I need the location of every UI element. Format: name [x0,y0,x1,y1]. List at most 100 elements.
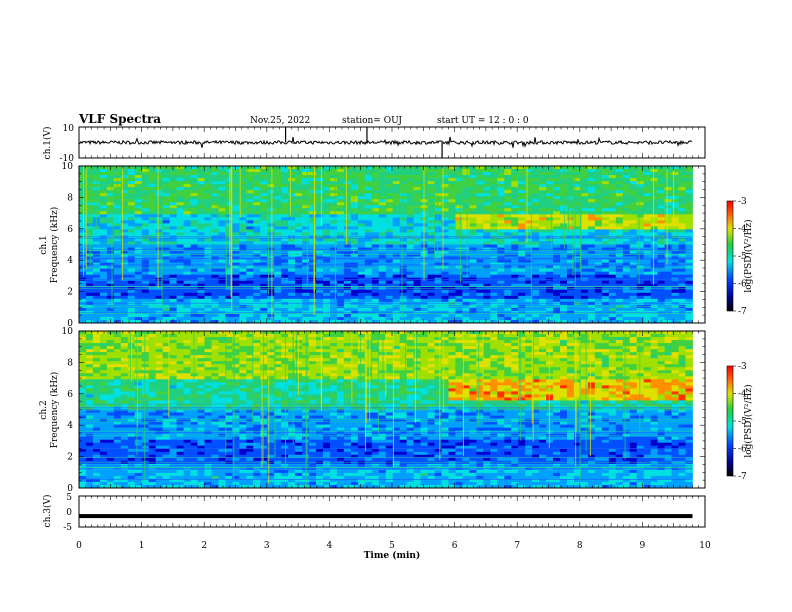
spectrogram-cell [232,319,240,324]
spectrogram-cell [629,226,638,230]
spectrogram-cell [364,187,373,191]
spectrogram-cell [260,193,268,197]
spectrogram-cell [176,229,184,233]
spectrogram-cell [685,193,693,197]
spectrogram-cell [204,265,212,270]
spectrogram-cell [253,268,261,273]
spectrogram-cell [350,271,359,276]
spectrogram-cell [385,223,394,227]
spectrogram-cell [281,262,289,267]
spectrogram-cell [462,205,470,209]
spectrogram-cell [434,202,442,206]
spectrogram-cell [650,211,659,215]
spectrogram-cell [539,301,547,306]
spectrogram-cell [169,295,177,300]
spectrogram-cell [141,214,150,218]
spectrogram-cell [204,220,212,224]
spectrogram-cell [504,265,512,270]
spectrogram-cell [190,280,198,285]
spectrogram-cell [448,289,456,294]
spectrogram-cell [309,244,317,248]
spectrogram-cell [260,316,268,321]
spectrogram-cell [573,193,582,197]
spectrogram-cell [232,199,240,203]
spectrogram-cell [329,271,338,276]
spectrogram-cell [267,307,275,312]
spectrogram-cell [567,232,575,236]
spectrogram-cell [518,226,526,230]
spectrogram-cell [260,238,268,242]
spectrogram-cell [274,181,282,185]
spectrogram-cell [239,292,247,297]
spectrogram-cell [385,172,394,176]
spectrogram-cell [580,166,589,170]
spectrogram-cell [350,181,359,185]
spectrogram-cell [622,196,631,200]
spectrogram-cell [525,226,533,230]
spectrogram-cell [99,238,108,242]
spectrogram-cell [685,259,693,264]
spectrogram-cell [225,316,233,321]
spectrogram-cell [148,220,157,224]
spectrogram-cell [532,220,540,224]
spectrogram-cell [399,262,408,267]
spectrogram-cell [483,232,491,236]
spectrogram-cell [155,241,164,245]
spectrogram-cell [190,199,198,203]
spectrogram-cell [364,283,373,288]
spectrogram-cell [664,220,672,224]
spectrogram-cell [420,316,428,321]
spectrogram-cell [587,298,596,303]
spectrogram-cell [378,253,387,257]
spectrogram-cell [678,196,686,200]
spectrogram-cell [560,268,568,273]
spectrogram-cell [350,202,359,206]
spectrogram-cell [650,217,659,221]
spectrogram-cell [336,295,345,300]
spectrogram-cell [511,289,519,294]
spectrogram-cell [685,301,693,306]
spectrogram-cell [281,187,289,191]
spectrogram-cell [490,172,498,176]
spectrogram-cell [329,295,338,300]
spectrogram-cell [99,202,108,206]
spectrogram-cell [643,199,652,203]
spectrogram-cell [567,181,575,185]
spectrogram-cell [678,271,686,276]
spectrogram-cell [504,229,512,233]
spectrogram-cell [573,283,582,288]
spectrogram-cell [197,199,205,203]
spectrogram-cell [622,175,631,179]
spectrogram-cell [587,262,596,267]
spectrogram-cell [113,319,122,324]
spectrogram-cell [350,196,359,200]
spectrogram-cell [573,178,582,182]
spectrogram-cell [476,208,484,212]
spectrogram-cell [608,274,617,279]
spectrogram-cell [197,238,205,242]
spectrogram-cell [350,280,359,285]
spectrogram-cell [204,316,212,321]
spectrogram-cell [497,187,505,191]
spectrogram-cell [288,316,296,321]
spectrogram-cell [176,316,184,321]
spectrogram-cell [643,274,652,279]
spectrogram-cell [594,238,603,242]
spectrogram-cell [176,181,184,185]
spectrogram-cell [413,289,421,294]
spectrogram-cell [643,280,652,285]
spectrogram-cell [462,184,470,188]
spectrogram-cell [246,307,254,312]
spectrogram-cell [106,301,115,306]
spectrogram-cell [476,244,484,248]
spectrogram-cell [539,217,547,221]
spectrogram-cell [629,295,638,300]
spectrogram-cell [567,202,575,206]
spectrogram-cell [350,184,359,188]
spectrogram-cell [455,220,463,224]
spectrogram-cell [601,316,610,321]
spectrogram-cell [357,187,366,191]
spectrogram-cell [406,187,415,191]
spectrogram-cell [127,238,136,242]
spectrogram-cell [504,223,512,227]
